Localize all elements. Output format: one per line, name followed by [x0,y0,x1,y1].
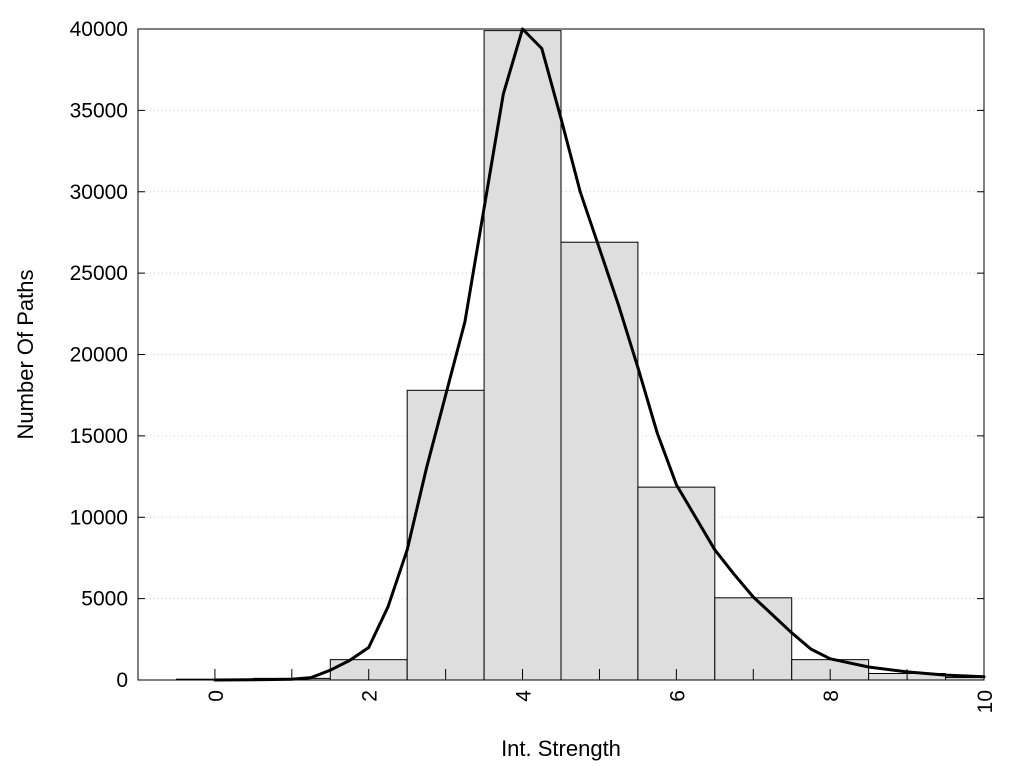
histogram-bars [175,30,985,681]
x-tick-label: 4 [513,690,536,702]
y-tick-label: 20000 [70,344,128,367]
histogram-bar [714,597,793,681]
histogram-bar [560,241,639,681]
y-tick-label: 0 [116,669,128,692]
density-curve [213,27,986,682]
density-curve-layer [213,27,986,682]
x-tick-label: 2 [359,690,382,702]
histogram-bar [406,389,485,681]
histogram-bar [637,486,716,681]
x-tick-label: 10 [974,690,997,713]
x-tick-label: 6 [666,690,689,702]
y-tick-label: 30000 [70,181,128,204]
histogram-bar [483,30,562,681]
y-tick-label: 40000 [70,18,128,41]
x-tick-label: 8 [820,690,843,702]
x-tick-label: 0 [205,690,228,702]
y-tick-label: 35000 [70,99,128,122]
axis-ticks: 0 5000 10000 15000 20000 25000 30000 35000 40000… [70,18,997,713]
grid-lines [138,109,984,600]
y-tick-label: 5000 [81,588,128,611]
y-tick-label: 10000 [70,506,128,529]
x-axis-label: Int. Strength [501,736,621,761]
y-tick-label: 25000 [70,262,128,285]
y-tick-label: 15000 [70,425,128,448]
y-axis-label: Number Of Paths [13,270,38,440]
